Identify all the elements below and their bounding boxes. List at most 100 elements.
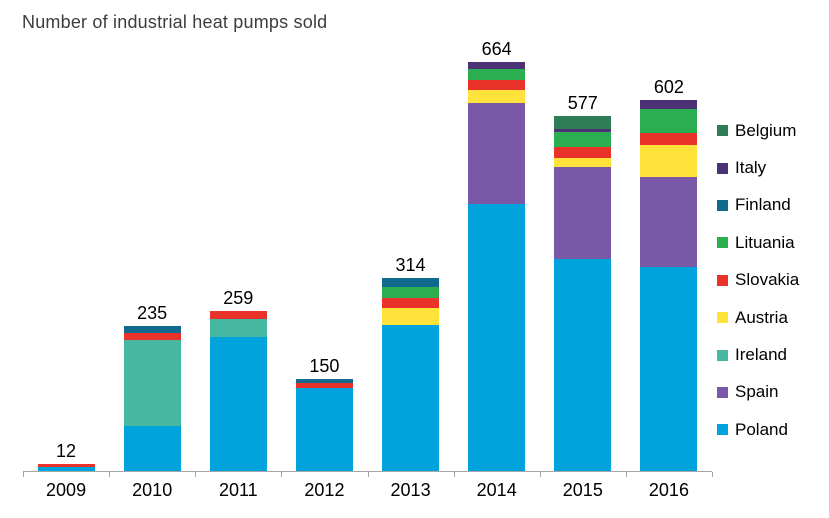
legend-label: Finland (735, 195, 791, 215)
legend-swatch-spain (717, 386, 728, 398)
stacked-bar-2015 (554, 115, 612, 471)
bar-total-label: 602 (653, 77, 684, 98)
stacked-bar-2009 (37, 463, 95, 471)
legend-item-spain: Spain (717, 374, 799, 411)
bar-segment-poland-2014 (468, 204, 526, 471)
bar-total-label: 664 (481, 39, 512, 60)
bar-segment-poland-2015 (554, 259, 612, 471)
bar-segment-spain-2016 (640, 176, 698, 267)
bar-segment-ireland-2011 (209, 319, 267, 338)
stacked-bar-2012 (295, 378, 353, 471)
bar-segment-spain-2015 (554, 167, 612, 260)
bar-segment-poland-2012 (295, 387, 353, 471)
bar-segment-austria-2014 (468, 89, 526, 104)
bar-total-label: 259 (223, 288, 254, 309)
bar-segment-slovakia-2010 (123, 333, 181, 341)
bar-segment-austria-2016 (640, 145, 698, 177)
stacked-bar-2014 (468, 62, 526, 471)
legend-swatch-slovakia (717, 274, 728, 286)
bar-group-2014: 664 (454, 0, 540, 471)
bar-total-label: 150 (309, 355, 340, 376)
legend: Belgium Italy Finland Lituania Slovakia Austr… (717, 112, 799, 449)
stacked-bar-2013 (382, 277, 440, 471)
x-axis-label-2015: 2015 (562, 480, 603, 500)
axis-tick (539, 472, 541, 477)
legend-swatch-lituania (717, 237, 728, 249)
bar-group-2011: 259 (195, 0, 281, 471)
bar-total-label: 314 (395, 254, 426, 275)
bar-segment-lituania-2015 (554, 132, 612, 148)
bar-total-label: 12 (56, 440, 77, 461)
bar-segment-austria-2013 (382, 307, 440, 326)
bar-segment-ireland-2010 (123, 340, 181, 427)
stacked-bar-2016 (640, 100, 698, 471)
legend-item-slovakia: Slovakia (717, 262, 799, 299)
legend-item-ireland: Ireland (717, 336, 799, 373)
bar-segment-finland-2012 (295, 378, 353, 383)
bar-segment-finland-2010 (123, 326, 181, 334)
bar-segment-belgium-2015 (554, 115, 612, 130)
axis-tick (453, 472, 455, 477)
bar-total-label: 577 (567, 92, 598, 113)
legend-label: Poland (735, 419, 788, 439)
legend-label: Slovakia (735, 270, 800, 290)
axis-tick (625, 472, 627, 477)
x-axis-label-2013: 2013 (390, 480, 431, 500)
axis-tick (109, 472, 111, 477)
bar-segment-slovakia-2012 (295, 382, 353, 388)
x-axis-ticks (23, 472, 713, 478)
x-axis-label-2014: 2014 (476, 480, 517, 500)
bar-group-2012: 150 (281, 0, 367, 471)
legend-label: Lituania (735, 232, 795, 252)
bar-segment-lituania-2013 (382, 286, 440, 298)
axis-tick (367, 472, 369, 477)
legend-item-austria: Austria (717, 299, 799, 336)
legend-swatch-italy (717, 162, 728, 174)
bar-group-2015: 577 (540, 0, 626, 471)
bar-group-2013: 314 (368, 0, 454, 471)
chart-title: Number of industrial heat pumps sold (22, 12, 328, 32)
axis-tick (195, 472, 197, 477)
bar-segment-slovakia-2009 (37, 463, 95, 468)
legend-item-belgium: Belgium (717, 112, 799, 149)
bar-segment-poland-2009 (37, 467, 95, 471)
x-axis-labels: 2009 2010 2011 2012 2013 2014 2015 2016 (23, 480, 712, 501)
legend-item-poland: Poland (717, 411, 799, 448)
bar-segment-poland-2011 (209, 337, 267, 471)
legend-swatch-belgium (717, 125, 728, 137)
bar-segment-poland-2013 (382, 325, 440, 471)
x-axis-label-2016: 2016 (648, 480, 689, 500)
axis-tick (712, 472, 713, 477)
bar-segment-lituania-2014 (468, 68, 526, 80)
legend-label: Austria (735, 307, 788, 327)
legend-swatch-ireland (717, 349, 728, 361)
legend-item-finland: Finland (717, 187, 799, 224)
bar-segment-austria-2015 (554, 158, 612, 168)
bar-segment-italy-2014 (468, 62, 526, 69)
x-axis-label-2012: 2012 (304, 480, 345, 500)
bar-segment-spain-2014 (468, 103, 526, 205)
bar-group-2010: 235 (109, 0, 195, 471)
stacked-bar-2010 (123, 326, 181, 471)
bar-total-label: 235 (137, 303, 168, 324)
bar-segment-poland-2016 (640, 266, 698, 471)
bar-segment-italy-2015 (554, 129, 612, 133)
x-axis-label-2011: 2011 (218, 480, 258, 500)
legend-label: Belgium (735, 120, 797, 140)
axis-tick (23, 472, 24, 477)
bar-segment-slovakia-2011 (209, 311, 267, 320)
bar-segment-slovakia-2014 (468, 79, 526, 90)
legend-item-lituania: Lituania (717, 224, 799, 261)
legend-swatch-poland (717, 424, 728, 436)
legend-item-italy: Italy (717, 149, 799, 186)
bar-group-2016: 602 (626, 0, 712, 471)
bar-segment-finland-2013 (382, 277, 440, 287)
legend-label: Italy (735, 158, 767, 178)
bar-segment-slovakia-2013 (382, 297, 440, 308)
axis-tick (281, 472, 283, 477)
x-axis-label-2009: 2009 (46, 480, 87, 500)
bar-segment-slovakia-2015 (554, 147, 612, 159)
plot-area: 12 235 259 150 314 664 577 602 (23, 0, 712, 472)
x-axis-label-2010: 2010 (132, 480, 173, 500)
